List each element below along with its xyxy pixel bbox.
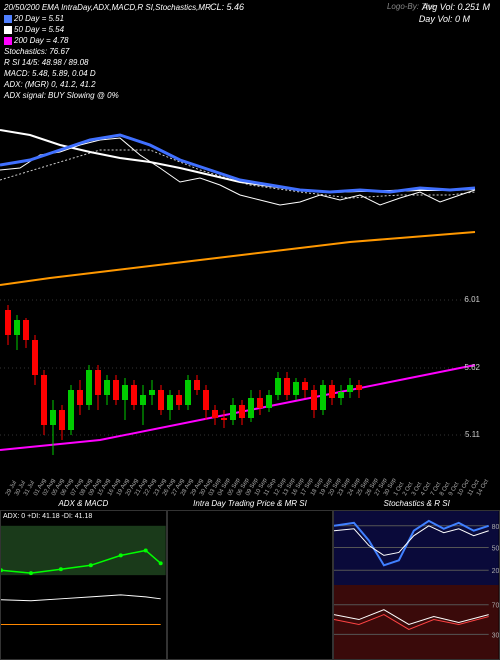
svg-text:70: 70: [492, 603, 499, 610]
panel-title: ADX & MACD: [1, 499, 166, 508]
legend-item: 50 Day = 5.54: [4, 24, 496, 35]
adx-line: ADX: (MGR) 0, 41.2, 41.2: [4, 79, 496, 90]
candle-chart: 6.01 5.62 5.11: [0, 290, 480, 480]
svg-text:20: 20: [492, 568, 499, 575]
stoch-line: Stochastics: 76.67: [4, 46, 496, 57]
price-label: 5.62: [464, 363, 480, 372]
svg-text:80: 80: [492, 524, 499, 531]
mid-chart: [0, 230, 480, 290]
adx-signal-line: ADX signal: BUY Slowing @ 0%: [4, 90, 496, 101]
legend-item: 200 Day = 4.78: [4, 35, 496, 46]
macd-line: MACD: 5.48, 5.89, 0.04 D: [4, 68, 496, 79]
close-label: CL: 5.46: [210, 2, 244, 12]
price-label: 6.01: [464, 295, 480, 304]
rsi-line: R SI 14/5: 48.98 / 89.08: [4, 57, 496, 68]
adx-macd-panel: ADX & MACD ADX: 0 +DI: 41.18 -DI: 41.18: [0, 510, 167, 660]
intraday-panel: Intra Day Trading Price & MR SI: [167, 510, 334, 660]
svg-text:30: 30: [492, 632, 499, 639]
panel-title: Stochastics & R SI: [334, 499, 499, 508]
bottom-panels: ADX & MACD ADX: 0 +DI: 41.18 -DI: 41.18 …: [0, 510, 500, 660]
price-label: 5.11: [465, 430, 480, 439]
ema-chart: [0, 110, 480, 230]
panel-title: Intra Day Trading Price & MR SI: [168, 499, 333, 508]
adx-values: ADX: 0 +DI: 41.18 -DI: 41.18: [3, 513, 92, 520]
stochastics-panel: Stochastics & R SI 8050207030: [333, 510, 500, 660]
svg-text:50: 50: [492, 545, 499, 552]
day-vol-label: Day Vol: 0 M: [419, 14, 470, 24]
avg-vol-label: Avg Vol: 0.251 M: [422, 2, 490, 12]
